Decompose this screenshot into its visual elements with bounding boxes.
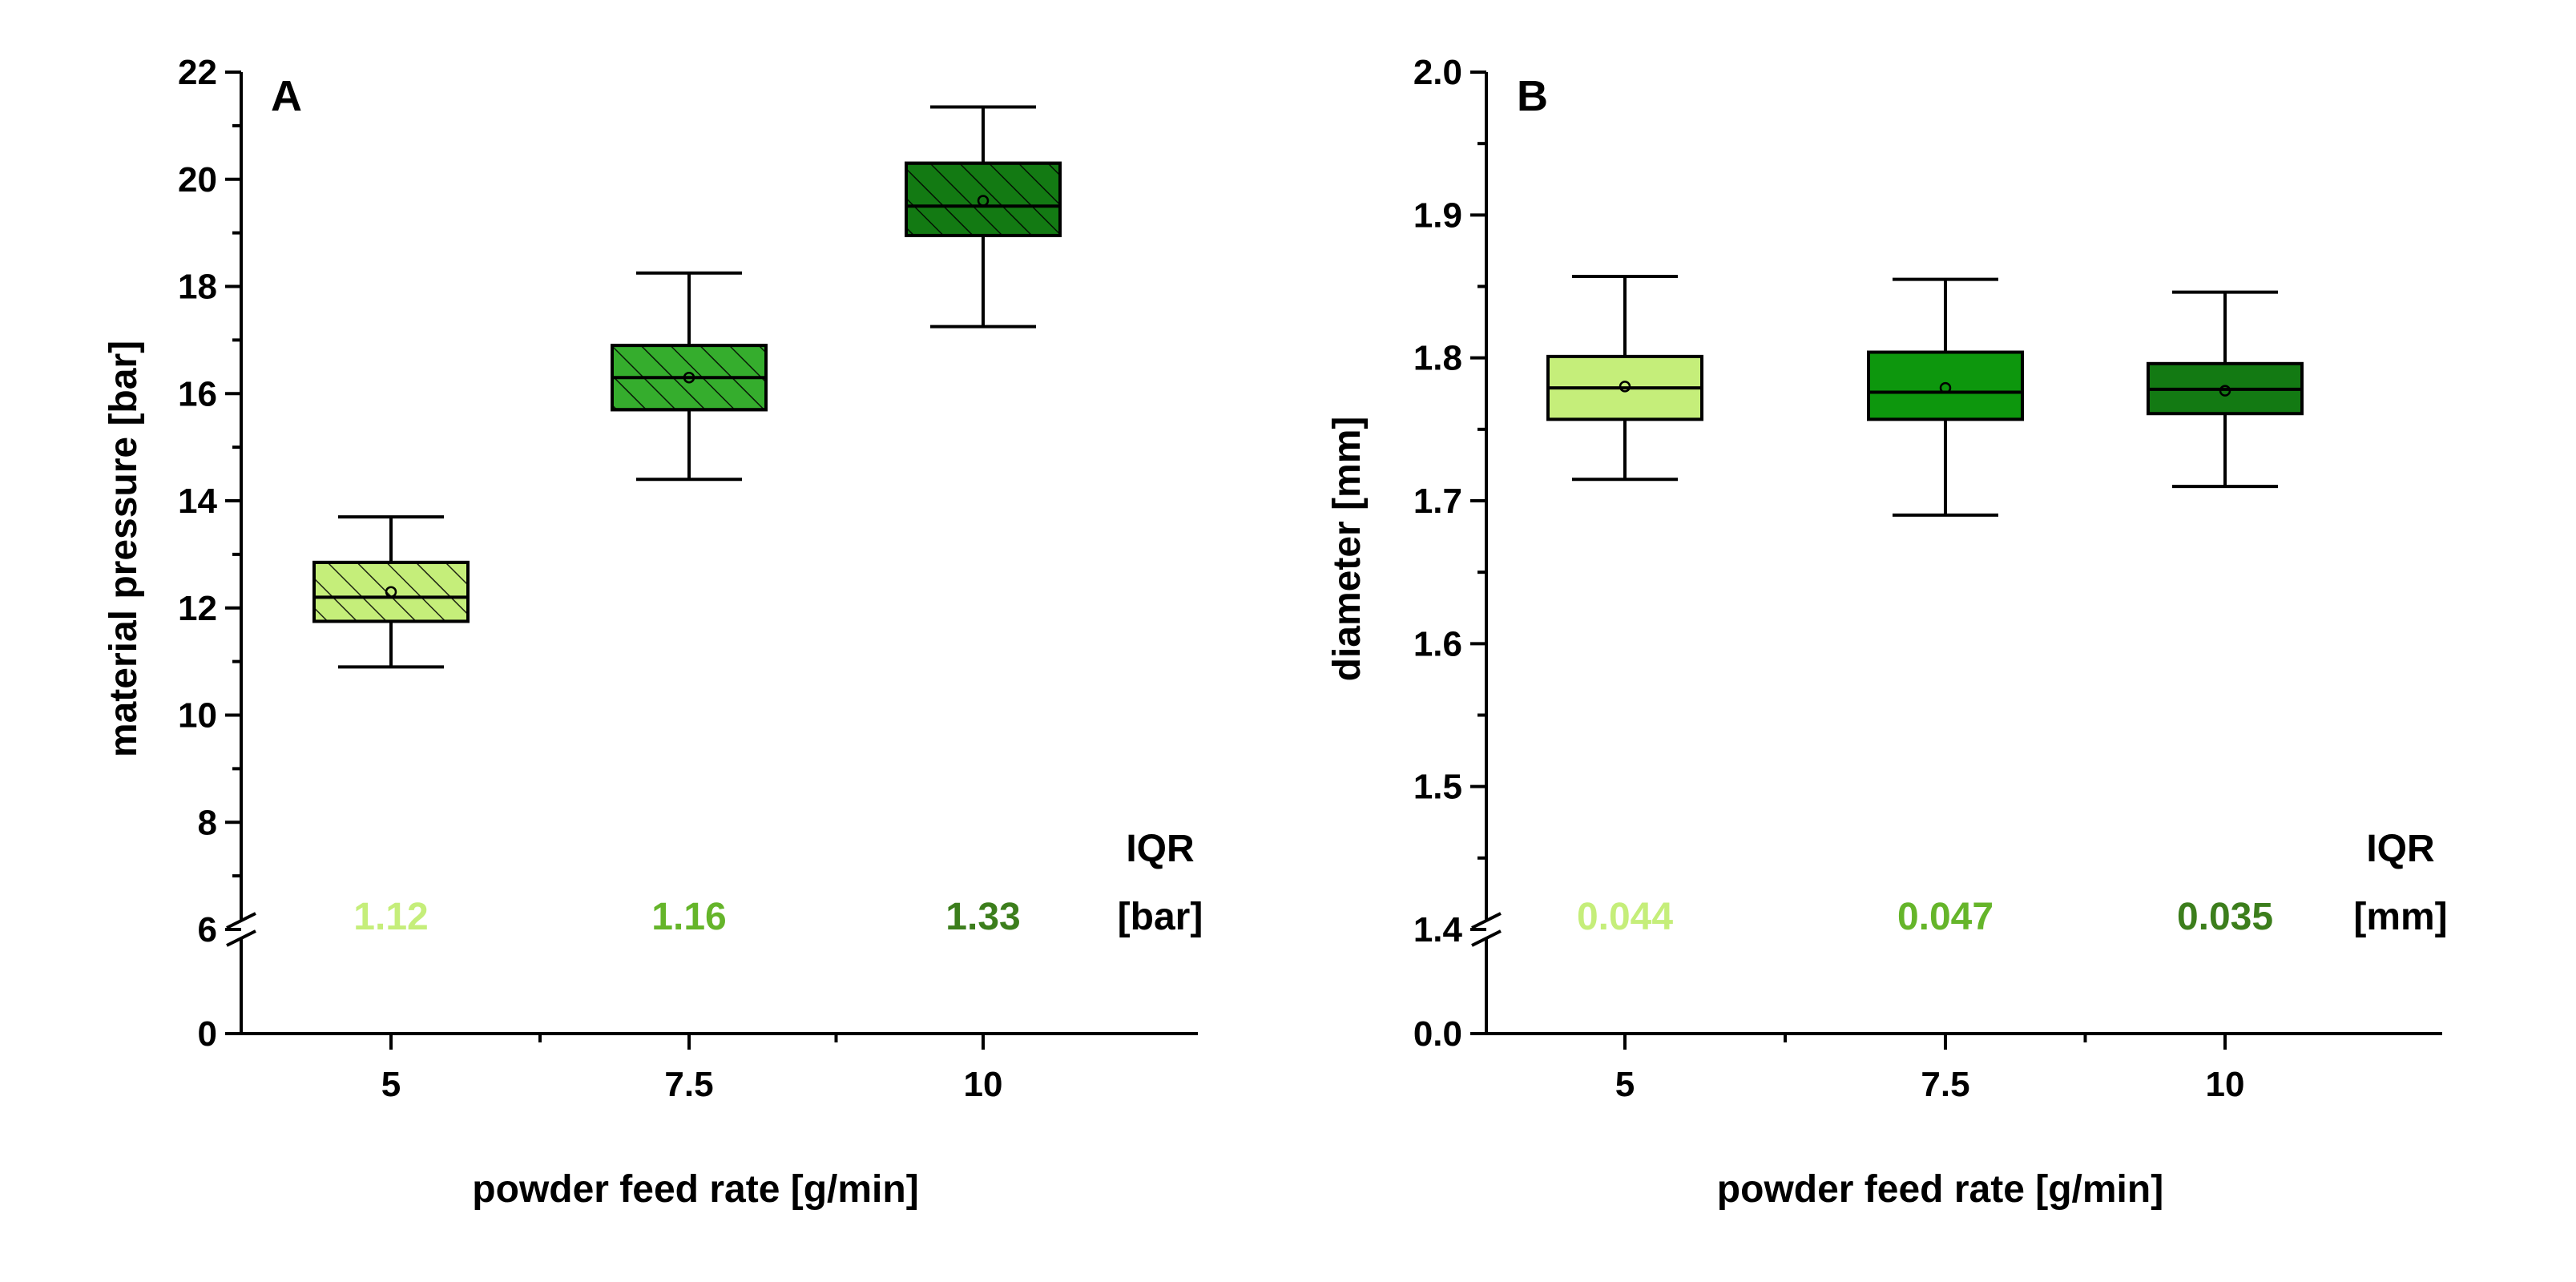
axis-break-mark	[1471, 929, 1502, 947]
y-tick-label: 0.0	[1413, 1014, 1462, 1054]
y-tick-label: 1.5	[1413, 768, 1462, 807]
y-tick-label: 1.4	[1413, 910, 1463, 949]
y-axis-title: diameter [mm]	[1326, 417, 1369, 682]
box-7-5	[1867, 277, 2024, 517]
box-outline	[312, 560, 470, 623]
iqr-unit: [bar]	[1118, 896, 1203, 938]
mean-marker	[2219, 385, 2231, 397]
x-tick-label: 7.5	[1921, 1065, 1969, 1104]
y-tick-label: 2.0	[1413, 53, 1462, 92]
y-tick-label: 16	[178, 374, 217, 413]
panel-label: A	[271, 72, 302, 120]
box-outline	[905, 161, 1062, 237]
y-tick-label: 12	[178, 589, 217, 628]
x-tick-label: 5	[1615, 1065, 1635, 1104]
x-tick-label: 10	[2206, 1065, 2245, 1104]
iqr-value: 0.044	[1577, 896, 1673, 938]
mean-marker	[1619, 381, 1631, 393]
box-10	[905, 105, 1062, 329]
box-hatch	[314, 562, 468, 622]
mean-marker	[977, 195, 990, 207]
box-10	[2147, 290, 2304, 489]
y-axis-title: material pressure [bar]	[103, 341, 145, 757]
box-hatch	[906, 163, 1060, 236]
iqr-title: IQR	[2366, 828, 2434, 870]
y-tick-label: 1.7	[1413, 482, 1462, 521]
axis-break-mark	[226, 912, 256, 929]
y-tick-label: 1.9	[1413, 196, 1462, 235]
x-tick-label: 10	[964, 1065, 1003, 1104]
box-5	[312, 515, 470, 669]
y-tick-label: 14	[178, 482, 217, 521]
y-tick-label: 8	[198, 803, 217, 842]
mean-marker	[683, 371, 695, 384]
panel-b: 0.0 1.4 1.5 1.6 1.7 1.8 1.9 2.0 5 7.5 10 powder fee…	[1326, 53, 2448, 1211]
y-tick-label: 6	[198, 910, 217, 949]
y-tick-label: 1.6	[1413, 624, 1462, 663]
y-tick-label: 20	[178, 160, 217, 200]
axis-break-mark	[1471, 912, 1502, 929]
y-tick-label: 18	[178, 268, 217, 307]
iqr-value: 1.33	[945, 896, 1020, 938]
x-axis-title: powder feed rate [g/min]	[472, 1168, 918, 1211]
y-tick-label: 22	[178, 53, 217, 92]
x-axis-title: powder feed rate [g/min]	[1717, 1168, 2163, 1211]
iqr-value: 1.16	[651, 896, 726, 938]
iqr-title: IQR	[1126, 828, 1194, 870]
y-tick-label: 1.8	[1413, 339, 1462, 378]
y-tick-label: 10	[178, 696, 217, 736]
mean-marker	[385, 586, 397, 598]
iqr-unit: [mm]	[2353, 896, 2447, 938]
x-tick-label: 5	[381, 1065, 401, 1104]
panel-a: 0 6 8 10 12 14 16 18 20 22 5 7.5 10 powder feed rate …	[103, 53, 1203, 1211]
box-7-5	[611, 271, 768, 482]
mean-marker	[1939, 381, 1952, 394]
iqr-value: 0.035	[2177, 896, 2273, 938]
axis-break-mark	[226, 929, 256, 947]
iqr-value: 1.12	[353, 896, 428, 938]
iqr-value: 0.047	[1897, 896, 1993, 938]
y-tick-label: 0	[198, 1014, 217, 1054]
x-tick-label: 7.5	[664, 1065, 713, 1104]
box-body	[1867, 350, 2024, 421]
box-5	[1546, 275, 1703, 482]
panel-label: B	[1517, 72, 1548, 120]
